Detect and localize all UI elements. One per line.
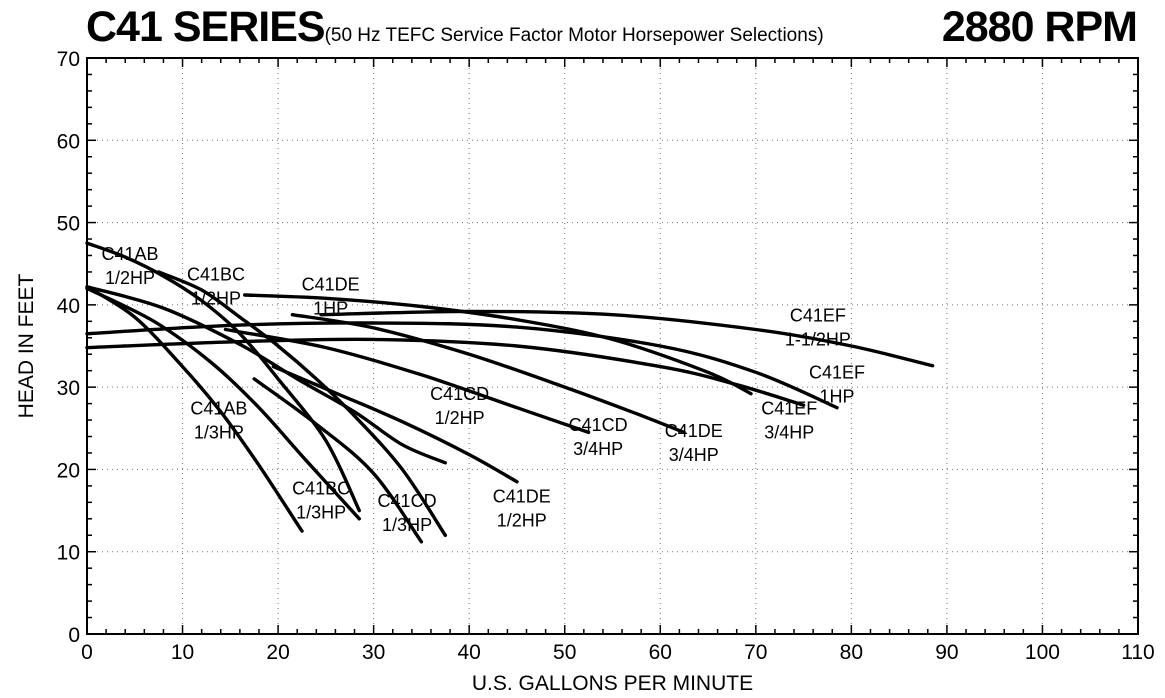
x-tick-label: 30 (362, 641, 385, 664)
curve-label-model: C41EF (809, 362, 865, 382)
chart-subtitle: (50 Hz TEFC Service Factor Motor Horsepo… (324, 25, 824, 46)
x-tick-label: 10 (171, 641, 194, 664)
x-tick-label: 50 (553, 641, 576, 664)
curve-c41ef-1hp (85, 321, 839, 410)
y-tick-label: 50 (57, 213, 80, 236)
curve-label-hp: 1/2HP (105, 268, 155, 288)
curve-label-hp: 3/4HP (764, 423, 814, 443)
curve-c41ab-1-2hp (85, 241, 361, 513)
y-tick-label: 20 (57, 459, 80, 482)
x-axis-label: U.S. GALLONS PER MINUTE (472, 672, 753, 695)
curve-label-model: C41CD (430, 384, 489, 404)
curve-c41de-3-4hp (290, 313, 686, 435)
chart-title: C41 SERIES(50 Hz TEFC Service Factor Mot… (86, 6, 824, 49)
chart-speed: 2880 RPM (941, 3, 1138, 51)
curve-label-hp: 1-1/2HP (785, 330, 851, 350)
curve-label-hp: 1/2HP (435, 408, 485, 428)
chart-title-text: C41 SERIES (86, 3, 326, 51)
curve-c41ab-1-3hp (85, 285, 304, 533)
x-axis-ticks: 0 10 20 30 40 50 60 70 80 90 100 110 (81, 641, 1155, 664)
curve-label-hp: 3/4HP (573, 439, 623, 459)
curves (85, 241, 935, 544)
x-tick-label: 0 (81, 641, 93, 664)
curve-label-model: C41DE (665, 421, 723, 441)
curve-label-model: C41DE (302, 274, 360, 294)
curve-label-hp: 1/3HP (194, 423, 244, 443)
curve-label-model: C41AB (101, 244, 158, 264)
curve-label-model: C41DE (493, 487, 551, 507)
curve-label-model: C41AB (190, 399, 247, 419)
curve-label-model: C41BC (292, 478, 350, 498)
curve-label-model: C41EF (790, 306, 846, 326)
curve-label-model: C41EF (761, 399, 817, 419)
y-tick-label: 10 (57, 542, 80, 565)
x-tick-label: 80 (840, 641, 863, 664)
curve-c41ef-1-1-2hp (319, 309, 935, 368)
y-tick-label: 40 (57, 295, 80, 318)
grid-lines (87, 58, 1138, 634)
y-tick-label: 60 (57, 130, 80, 153)
x-tick-label: 100 (1025, 641, 1060, 664)
curve-c41cd-3-4hp (223, 327, 591, 435)
curve-label-model: C41CD (378, 491, 437, 511)
y-tick-label: 30 (57, 377, 80, 400)
y-axis-ticks: 0 10 20 30 40 50 60 70 (57, 48, 80, 647)
x-tick-label: 60 (649, 641, 672, 664)
curve-label-model: C41CD (569, 415, 628, 435)
x-tick-label: 20 (266, 641, 289, 664)
y-tick-label: 0 (68, 624, 80, 647)
curve-label-hp: 3/4HP (669, 445, 719, 465)
curve-label-hp: 1HP (820, 386, 855, 406)
curve-label-hp: 1HP (313, 298, 348, 318)
curve-label-hp: 1/2HP (497, 511, 547, 531)
curve-label-hp: 1/2HP (191, 289, 241, 309)
curve-label-hp: 1/3HP (382, 515, 432, 535)
y-axis-label: HEAD IN FEET (15, 273, 38, 418)
curve-label-model: C41BC (187, 265, 245, 285)
curve-c41de-1hp (243, 293, 753, 396)
curve-c41bc-1-3hp (85, 286, 361, 521)
curve-c41de-1-2hp (271, 364, 519, 484)
curve-c41bc-1-2hp (157, 270, 447, 537)
curve-c41ef-3-4hp (85, 337, 806, 407)
y-tick-label: 70 (57, 48, 80, 71)
x-tick-label: 70 (744, 641, 767, 664)
x-tick-label: 90 (935, 641, 958, 664)
x-tick-label: 110 (1121, 641, 1154, 664)
curve-c41cd-1-3hp (252, 377, 424, 544)
x-tick-label: 40 (458, 641, 481, 664)
curve-label-hp: 1/3HP (296, 502, 346, 522)
